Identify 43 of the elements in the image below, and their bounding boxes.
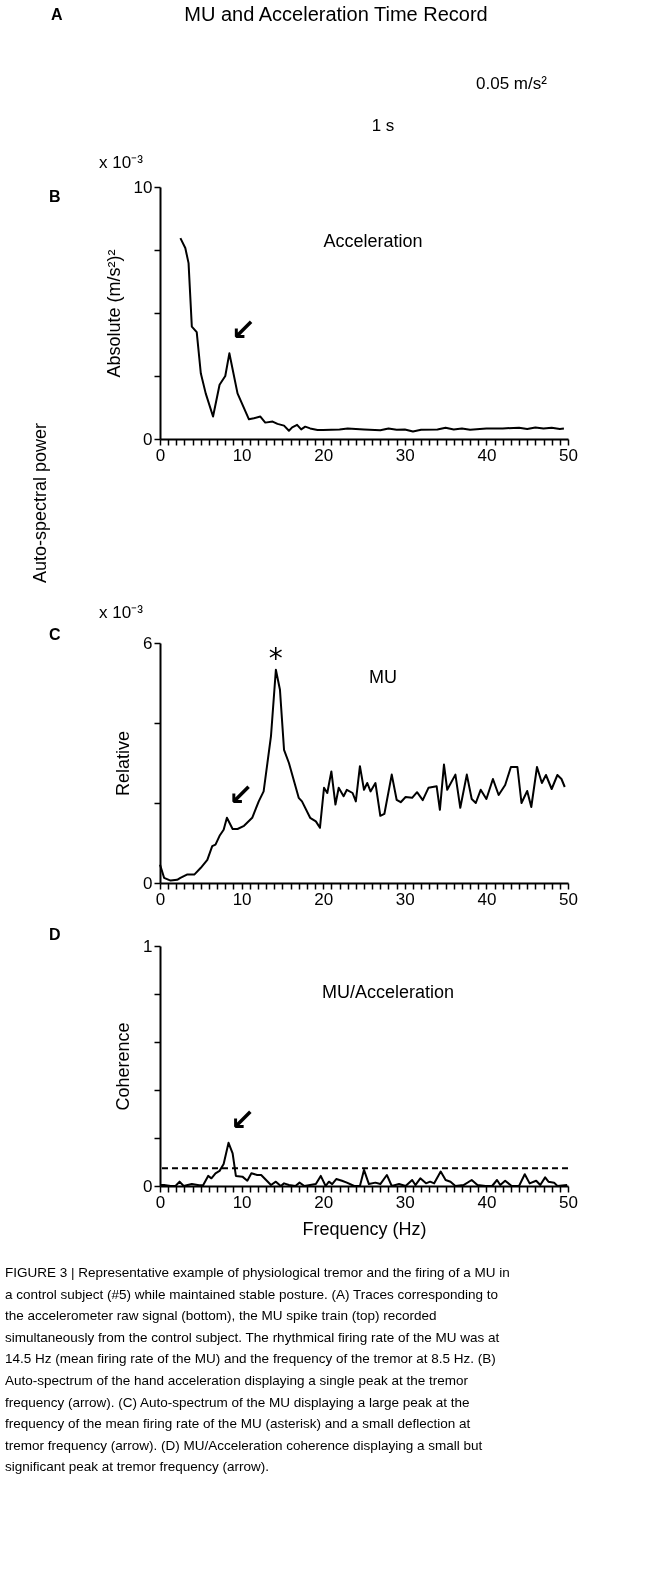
x-tick-label: 10 bbox=[232, 1192, 252, 1212]
x-tick-label: 10 bbox=[232, 445, 252, 465]
y-tick-label: 1 bbox=[143, 936, 153, 956]
x-tick-label: 20 bbox=[314, 1192, 334, 1212]
annotation: ↙ bbox=[229, 1101, 256, 1137]
text: C bbox=[49, 626, 61, 643]
x-tick-label: 10 bbox=[232, 889, 252, 909]
x-tick-label: 20 bbox=[314, 445, 334, 465]
y-tick-label: 0 bbox=[143, 1176, 153, 1196]
x-tick-label: 50 bbox=[559, 445, 578, 465]
annotation: ↙ bbox=[230, 312, 256, 348]
y-tick-label: 0 bbox=[143, 429, 153, 449]
text: B bbox=[49, 188, 61, 205]
x-tick-label: 40 bbox=[477, 889, 497, 909]
x-tick-label: 30 bbox=[395, 889, 415, 909]
text: D bbox=[49, 926, 61, 943]
text: Auto-spectral power bbox=[30, 422, 50, 584]
y-tick-label: 10 bbox=[133, 177, 153, 197]
x-tick-label: 20 bbox=[314, 889, 334, 909]
x-tick-label: 50 bbox=[559, 889, 578, 909]
y-tick-label: 0 bbox=[143, 873, 153, 893]
y-tick-label: 6 bbox=[143, 633, 153, 653]
text: 1 s bbox=[371, 116, 395, 135]
x-tick-label: 40 bbox=[477, 445, 497, 465]
y-axis-title: Relative bbox=[113, 730, 134, 797]
x-tick-label: 50 bbox=[559, 1192, 578, 1212]
annotation: ↙ bbox=[228, 776, 254, 812]
text: x 10⁻³ bbox=[99, 603, 144, 622]
annotation: MU bbox=[369, 667, 397, 687]
y-axis-title: Absolute (m/s²)² bbox=[103, 249, 124, 378]
text: A bbox=[51, 6, 63, 23]
x-tick-label: 30 bbox=[395, 445, 415, 465]
x-tick-label: 30 bbox=[395, 1192, 415, 1212]
text: x 10⁻³ bbox=[99, 153, 144, 172]
text: FIGURE 3 | Representative example of physiological tremor and the firing of a MU in a control subject (#5) while maintained stable posture. (A) Traces corresponding to the accelerometer raw signal (bottom), the MU spike train (top) recorded simultaneously from the control subject. The rhythmical firing rate of the MU was at 14.5 Hz (mean firing rate of the MU) and the frequency of the tremor at 8.5 Hz. (B) Auto-spectrum of the hand acceleration displaying a single peak at the tremor frequency (arrow). (C) Auto-spectrum of the MU displaying a large peak at the frequency of the mean firing rate of the MU (asterisk) and a small deflection at tremor frequency (arrow). (D) MU/Acceleration coherence displaying a small but significant peak at tremor frequency (arrow). bbox=[5, 1265, 510, 1475]
annotation: Acceleration bbox=[323, 231, 423, 251]
annotation: * bbox=[268, 641, 283, 675]
annotation: MU/Acceleration bbox=[321, 982, 455, 1002]
y-axis-title: Coherence bbox=[113, 1022, 134, 1111]
text: MU and Acceleration Time Record bbox=[184, 3, 488, 25]
text: 0.05 m/s² bbox=[476, 74, 548, 93]
x-axis-title: Frequency (Hz) bbox=[302, 1218, 427, 1239]
x-tick-label: 40 bbox=[477, 1192, 497, 1212]
